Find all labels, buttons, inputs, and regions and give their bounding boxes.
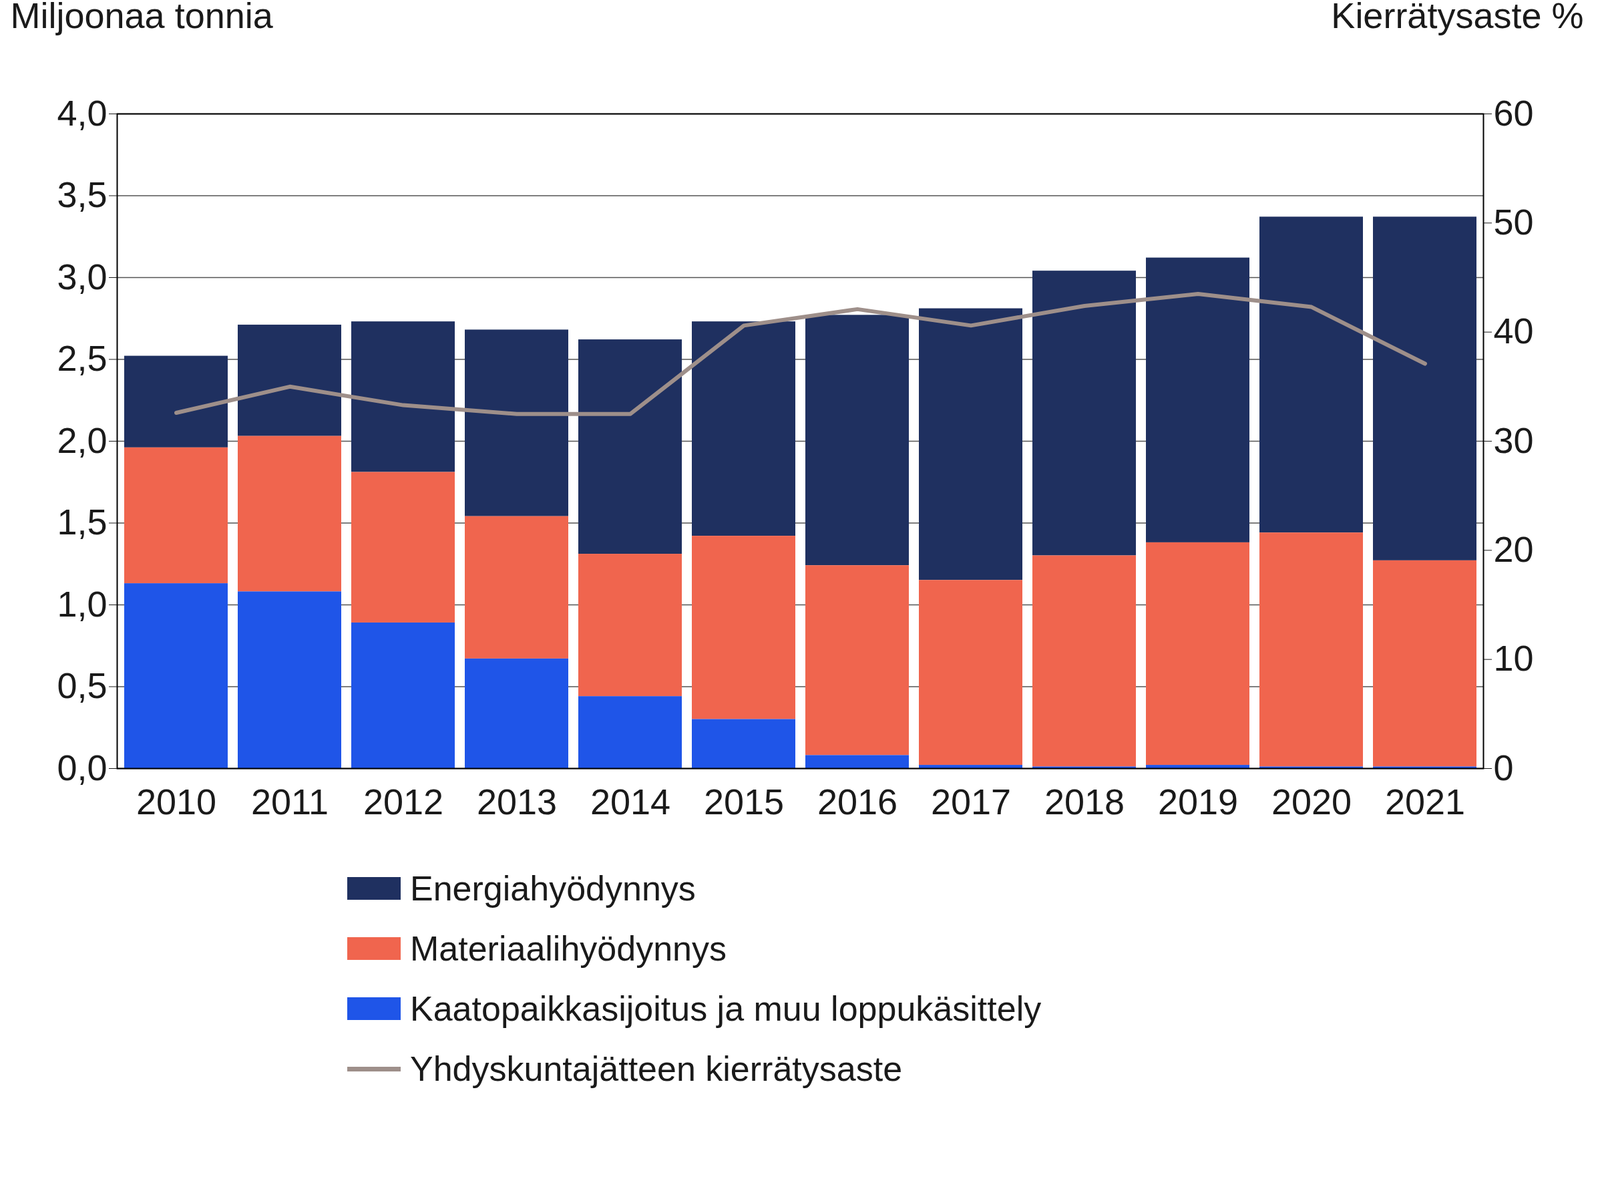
html-text:Kaatopaikkasijoitus ja muu lop: Kaatopaikkasijoitus ja muu loppukäsittel… (410, 988, 1042, 1028)
svg-text:2,5: 2,5 (56, 337, 107, 378)
svg-text:1,5: 1,5 (56, 501, 107, 542)
svg-text:2017: 2017 (930, 781, 1012, 822)
svg-text:0,0: 0,0 (56, 747, 107, 788)
svg-text:30: 30 (1493, 420, 1534, 461)
svg-text:4,0: 4,0 (56, 92, 107, 133)
svg-text:2019: 2019 (1157, 781, 1239, 822)
svg-text:0: 0 (1493, 747, 1514, 788)
svg-text:2010: 2010 (136, 781, 217, 822)
svg-text:2021: 2021 (1384, 781, 1466, 822)
svg-text:2013: 2013 (476, 781, 557, 822)
html-text:Materiaalihyödynnys: Materiaalihyödynnys (410, 928, 727, 968)
svg-text:10: 10 (1493, 637, 1534, 678)
svg-text:2020: 2020 (1271, 781, 1352, 822)
html-text:Yhdyskuntajätteen kierrätysast: Yhdyskuntajätteen kierrätysaste (410, 1049, 903, 1088)
svg-text:2016: 2016 (817, 781, 898, 822)
svg-text:60: 60 (1493, 92, 1534, 133)
svg-text:Kierrätysaste %: Kierrätysaste % (1330, 0, 1584, 36)
svg-text:2014: 2014 (590, 781, 671, 822)
svg-text:2012: 2012 (363, 781, 444, 822)
svg-text:0,5: 0,5 (56, 665, 107, 706)
svg-text:Miljoonaa tonnia: Miljoonaa tonnia (10, 0, 274, 36)
svg-text:3,5: 3,5 (56, 174, 107, 215)
svg-text:2018: 2018 (1044, 781, 1125, 822)
html-text:Energiahyödynnys: Energiahyödynnys (410, 868, 696, 908)
svg-text:1,0: 1,0 (56, 583, 107, 624)
svg-text:2011: 2011 (251, 781, 329, 822)
svg-text:40: 40 (1493, 310, 1534, 351)
svg-text:2015: 2015 (703, 781, 784, 822)
svg-text:2,0: 2,0 (56, 420, 107, 461)
svg-text:50: 50 (1493, 201, 1534, 242)
svg-text:20: 20 (1493, 528, 1534, 569)
svg-text:3,0: 3,0 (56, 256, 107, 297)
